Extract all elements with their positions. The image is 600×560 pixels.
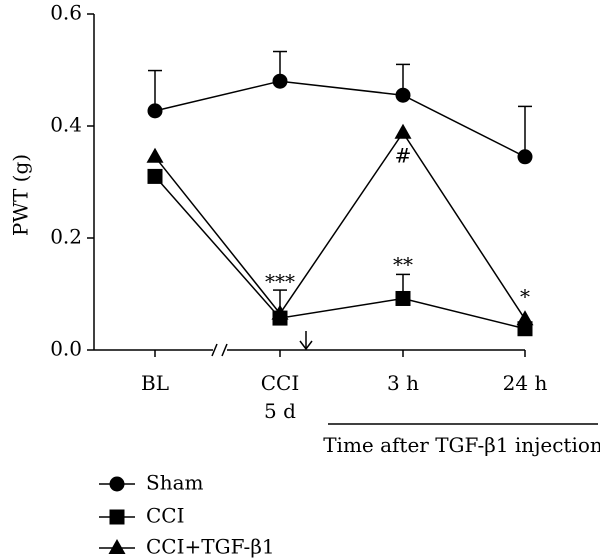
series-sham (147, 50, 533, 165)
axis-break-mark (211, 343, 218, 357)
data-point (272, 73, 288, 89)
data-point (517, 149, 533, 165)
y-tick-label: 0.0 (50, 337, 82, 361)
legend-marker (109, 476, 125, 492)
x-tick-label: 3 h (387, 371, 419, 395)
data-point (147, 103, 163, 119)
data-point (394, 123, 412, 139)
data-point (395, 290, 411, 306)
data-point (146, 147, 164, 163)
y-axis-label: PWT (g) (9, 154, 33, 236)
data-point (516, 310, 534, 326)
annotations: *****#* (265, 143, 530, 308)
x-tick-label: BL (141, 371, 169, 395)
legend-label: CCI+TGF-β1 (146, 535, 275, 559)
x-note: Time after TGF-β1 injection (323, 433, 600, 457)
data-point (147, 168, 163, 184)
significance-mark: * (520, 285, 530, 309)
y-tick-label: 0.2 (50, 225, 82, 249)
x-tick-label: 24 h (503, 371, 548, 395)
significance-mark: # (395, 143, 412, 167)
series-line (154, 131, 526, 320)
x-tick-label-sub: 5 d (264, 399, 296, 423)
series-line (154, 80, 526, 158)
axis-break-mark (221, 343, 228, 357)
series-cci-tgf-1 (146, 123, 534, 326)
series-cci (147, 168, 533, 337)
data-point (395, 87, 411, 103)
data-point (271, 304, 289, 320)
legend: Sham CCI CCI+TGF-β1 (99, 471, 275, 559)
legend-item: CCI (99, 504, 185, 528)
legend-item: Sham (99, 471, 204, 495)
series-line (154, 175, 526, 330)
legend-item: CCI+TGF-β1 (99, 535, 275, 559)
legend-label: Sham (146, 471, 204, 495)
axes: 0.0 0.2 0.4 0.6 BL CCI 5 d 3 h 24 h Time after TG… (50, 1, 600, 458)
legend-marker (109, 509, 125, 525)
x-tick-label: CCI (261, 371, 300, 395)
legend-label: CCI (146, 504, 185, 528)
y-tick-label: 0.6 (50, 1, 82, 25)
legend-marker (108, 539, 126, 554)
significance-mark: *** (265, 269, 295, 293)
injection-arrow-head (299, 340, 313, 351)
series-layer (146, 50, 534, 337)
y-tick-label: 0.4 (50, 113, 82, 137)
significance-mark: ** (393, 253, 413, 277)
